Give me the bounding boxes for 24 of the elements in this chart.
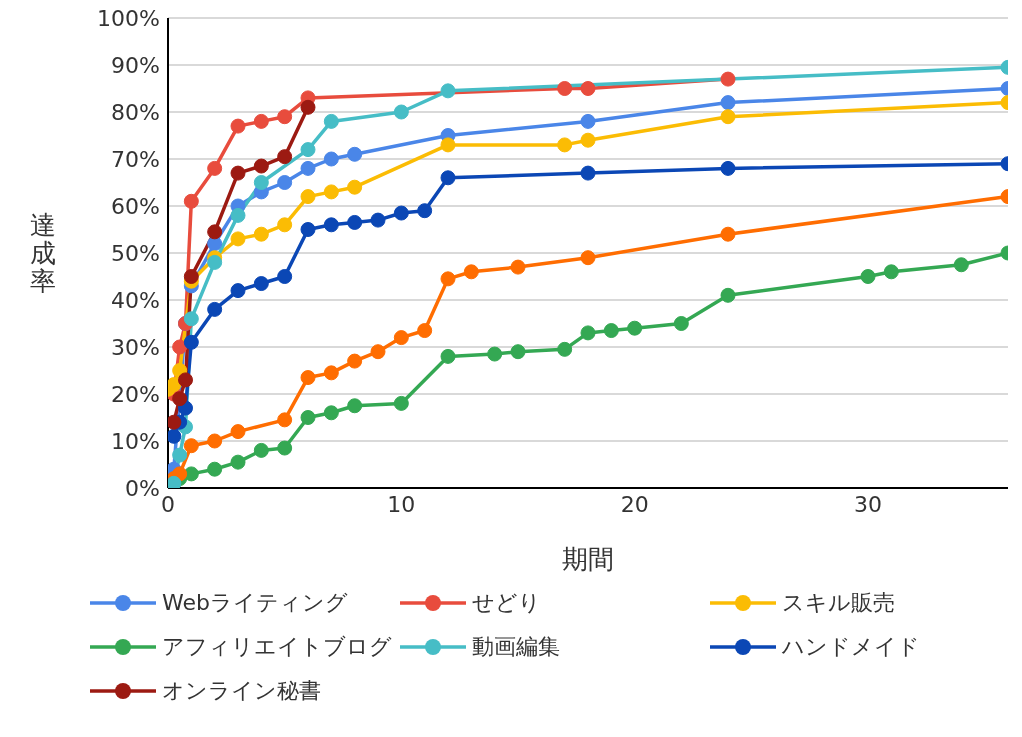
legend-label: オンライン秘書 — [162, 677, 321, 705]
legend-label: Webライティング — [162, 589, 348, 617]
y-tick-label: 10% — [111, 428, 160, 454]
y-tick-label: 20% — [111, 381, 160, 407]
y-tick-label: 30% — [111, 334, 160, 360]
legend-label: アフィリエイトブログ — [162, 633, 392, 661]
x-tick-label: 30 — [854, 491, 882, 517]
x-tick-label: 0 — [161, 491, 175, 517]
y-axis-title: 達成率 — [30, 210, 56, 296]
y-tick-label: 50% — [111, 240, 160, 266]
y-tick-label: 70% — [111, 146, 160, 172]
x-axis-title: 期間 — [562, 544, 614, 574]
y-tick-label: 60% — [111, 193, 160, 219]
legend-label: 動画編集 — [472, 633, 560, 661]
y-tick-label: 80% — [111, 99, 160, 125]
x-tick-label: 10 — [387, 491, 416, 517]
legend-label: せどり — [472, 589, 541, 617]
y-tick-label: 100% — [97, 5, 160, 31]
legend-label: スキル販売 — [782, 589, 895, 617]
x-tick-label: 20 — [620, 491, 649, 517]
y-tick-label: 0% — [125, 475, 160, 501]
y-tick-label: 40% — [111, 287, 160, 313]
y-tick-label: 90% — [111, 52, 160, 78]
legend-label: ハンドメイド — [782, 633, 920, 661]
